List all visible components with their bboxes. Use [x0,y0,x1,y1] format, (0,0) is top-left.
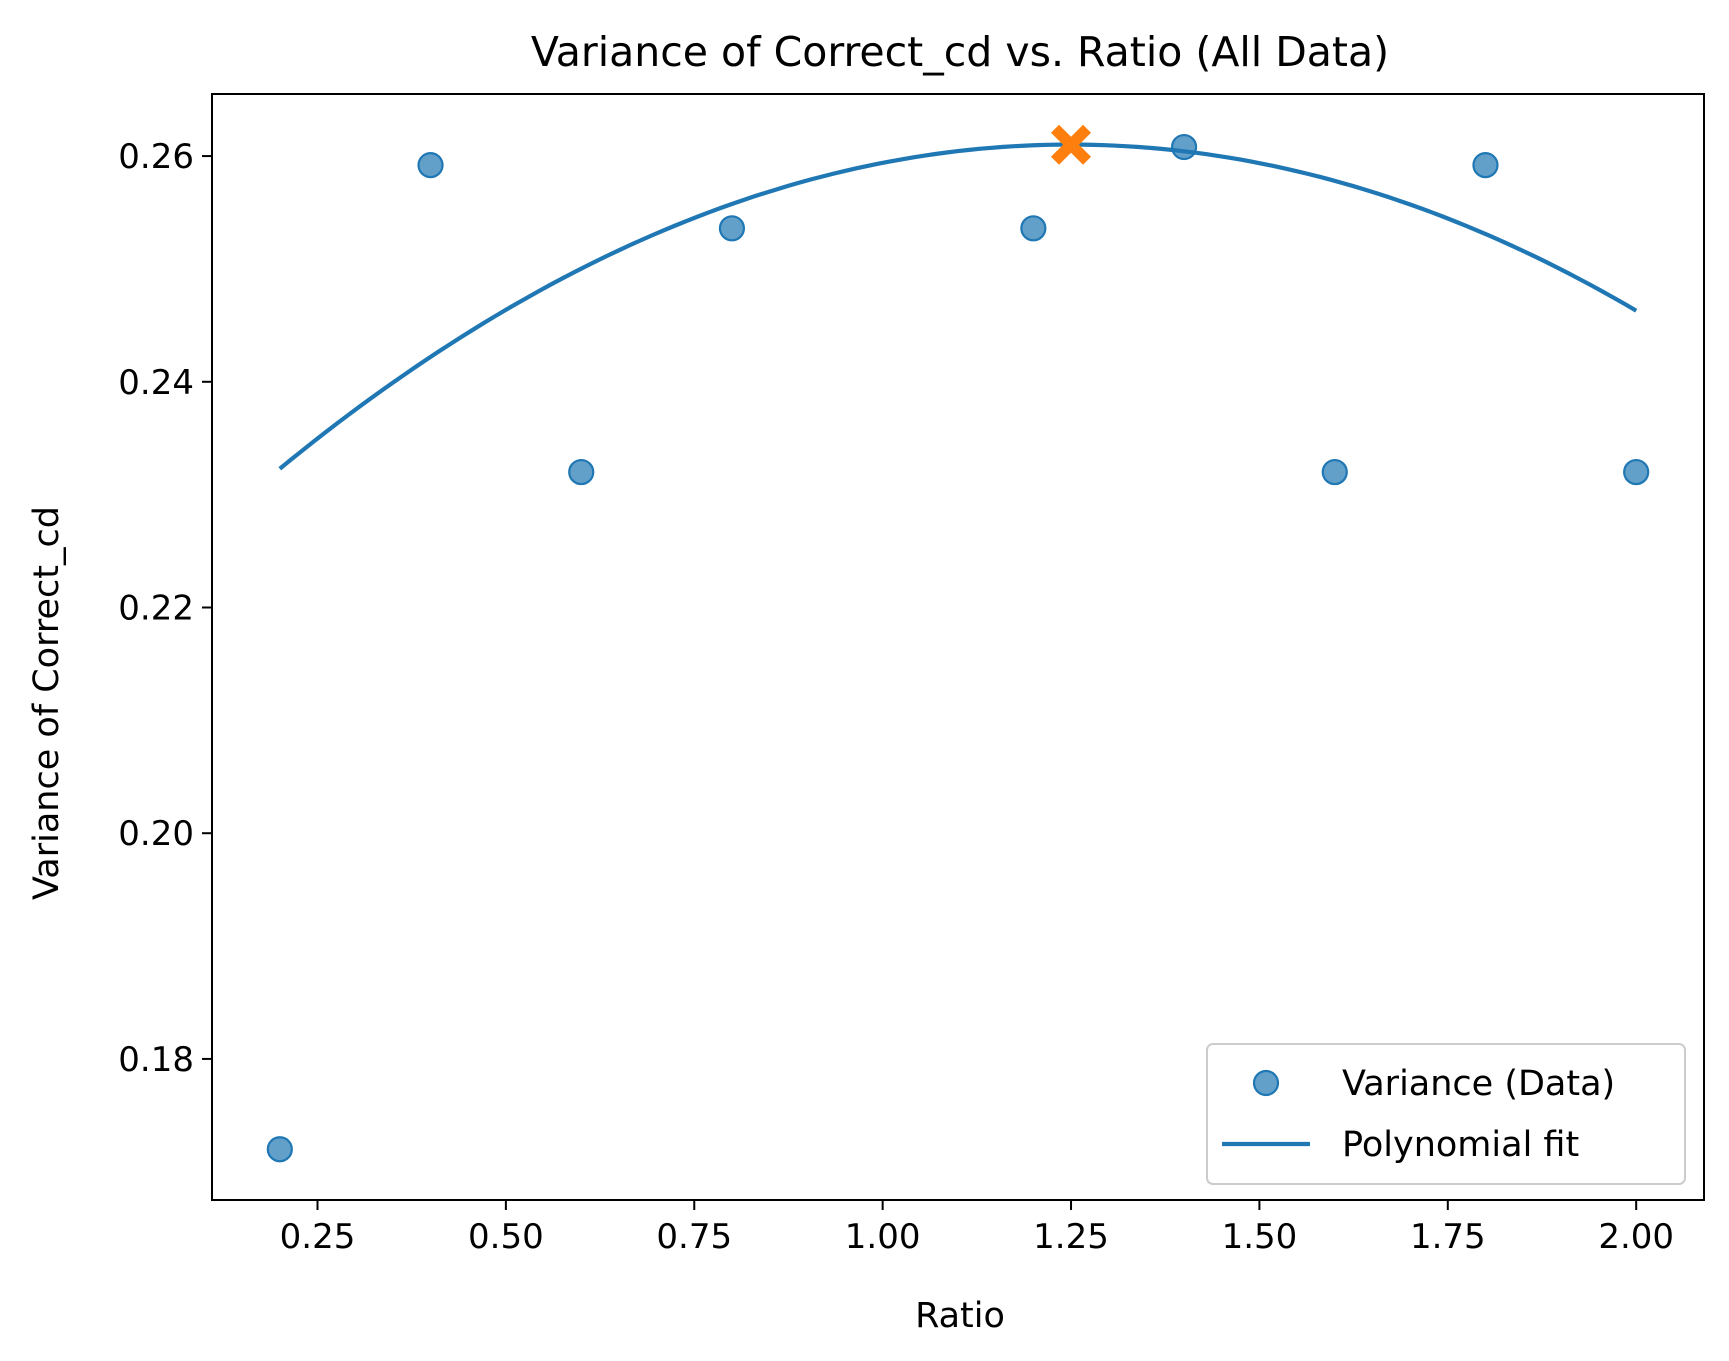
y-axis-label: Variance of Correct_cd [27,506,67,900]
data-point [1170,133,1198,161]
x-tick-label: 1.50 [1222,1217,1298,1257]
data-point [417,152,444,179]
x-tick-label: 0.50 [468,1217,544,1257]
y-tick-label: 0.20 [118,814,194,854]
legend-scatter-marker [1252,1069,1280,1097]
chart-title: Variance of Correct_cd vs. Ratio (All Da… [531,28,1389,76]
x-axis-label: Ratio [915,1296,1005,1336]
y-tick-label: 0.24 [118,363,194,403]
data-point [1472,152,1499,179]
x-tick-label: 1.00 [845,1217,921,1257]
x-tick-label: 1.75 [1410,1217,1486,1257]
polynomial-fit-line [278,142,1638,471]
legend-label-fit: Polynomial fit [1342,1125,1579,1165]
legend-box [1206,1043,1686,1185]
y-tick-label: 0.26 [118,137,194,177]
legend: Variance (Data) Polynomial fit [1206,1043,1686,1185]
x-tick-label: 2.00 [1598,1217,1674,1257]
data-point [1020,215,1047,242]
x-tick-label: 0.25 [280,1217,356,1257]
legend-label-data: Variance (Data) [1342,1064,1615,1104]
optimum-marker [1051,124,1092,165]
data-point [1321,458,1348,486]
data-point [568,458,595,486]
x-tick-label: 1.25 [1033,1217,1109,1257]
x-tick-label: 0.75 [656,1217,732,1257]
y-tick-label: 0.18 [118,1040,194,1080]
y-tick-label: 0.22 [118,589,194,629]
plot-area: 0.25 0.50 0.75 1.00 1.25 1.50 1.75 2.00 0.18 0.20… [118,93,1705,1257]
data-point [1623,458,1650,486]
axes-frame [211,93,1705,1201]
data-point [266,1136,293,1163]
data-point [718,215,746,242]
